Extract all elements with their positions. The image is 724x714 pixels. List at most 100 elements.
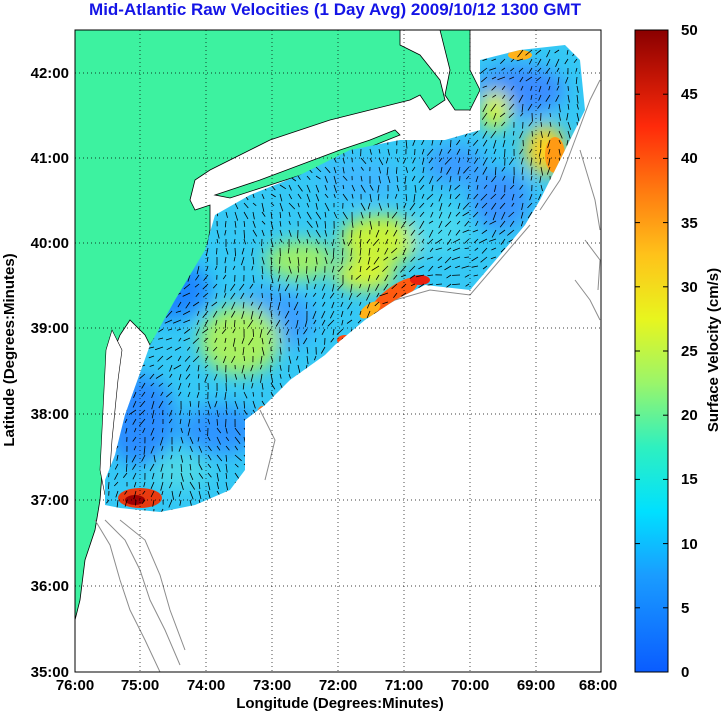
velocity-vector: [520, 112, 524, 117]
velocity-vector: [358, 256, 362, 264]
velocity-vector: [546, 166, 551, 175]
velocity-vector: [297, 346, 300, 352]
velocity-vector: [391, 283, 398, 290]
velocity-vector: [284, 283, 290, 292]
velocity-vector: [504, 148, 506, 158]
velocity-vector: [324, 202, 330, 212]
velocity-vector: [342, 166, 345, 174]
velocity-vector: [241, 247, 245, 255]
velocity-vector: [567, 121, 572, 130]
velocity-vector: [463, 166, 470, 174]
velocity-vector: [566, 139, 569, 146]
velocity-vector: [539, 175, 542, 184]
velocity-vector: [184, 328, 191, 334]
velocity-vector: [249, 283, 254, 289]
velocity-vector: [125, 463, 128, 472]
velocity-vector: [360, 202, 366, 211]
velocity-vector: [315, 238, 320, 245]
velocity-vector: [288, 355, 292, 364]
x-tick-label: 69:00: [517, 677, 555, 694]
velocity-vector: [342, 175, 348, 181]
velocity-vector: [462, 202, 470, 210]
velocity-vector: [467, 139, 470, 145]
velocity-vector: [224, 319, 227, 329]
velocity-vector: [196, 391, 200, 398]
velocity-vector: [350, 310, 353, 316]
velocity-vector: [195, 292, 200, 298]
velocity-vector: [139, 409, 146, 416]
velocity-vector: [332, 247, 335, 258]
velocity-vector: [347, 301, 353, 310]
velocity-vector: [224, 256, 227, 264]
velocity-vector: [531, 130, 533, 137]
velocity-vector: [439, 202, 443, 211]
velocity-vector: [279, 193, 283, 202]
velocity-vector: [400, 274, 407, 278]
velocity-vector: [483, 184, 488, 189]
velocity-vector: [155, 373, 164, 379]
velocity-vector: [546, 76, 551, 85]
velocity-vector: [360, 211, 364, 219]
velocity-vector: [232, 265, 236, 270]
velocity-vector: [377, 247, 380, 253]
velocity-vector: [440, 166, 443, 174]
velocity-vector: [360, 175, 363, 182]
velocity-vector: [252, 238, 256, 243]
velocity-vector: [373, 256, 380, 265]
long-island: [213, 129, 401, 199]
velocity-vector: [396, 175, 399, 183]
velocity-vector: [306, 184, 311, 193]
velocity-vector: [252, 391, 254, 397]
velocity-vector: [429, 175, 434, 184]
velocity-vector: [324, 193, 329, 199]
velocity-vector: [341, 256, 344, 265]
velocity-vector: [324, 247, 328, 256]
velocity-vector: [261, 220, 266, 225]
velocity-vector: [297, 211, 301, 219]
velocity-vector: [161, 427, 164, 433]
velocity-vector: [216, 436, 221, 445]
velocity-vector: [216, 490, 220, 495]
velocity-vector: [482, 58, 488, 61]
velocity-vector: [234, 436, 241, 444]
velocity-vector: [306, 229, 311, 238]
velocity-vector: [499, 202, 506, 209]
velocity-vector: [189, 463, 192, 471]
velocity-vector: [393, 292, 398, 298]
velocity-vector: [511, 202, 515, 207]
velocity-vector: [128, 409, 137, 415]
velocity-vector: [468, 184, 470, 190]
velocity-vector: [426, 256, 434, 260]
velocity-vector: [279, 229, 283, 236]
velocity-vector: [216, 418, 218, 426]
velocity-vector: [216, 454, 223, 462]
velocity-vector: [315, 220, 319, 228]
velocity-vector: [467, 193, 470, 200]
velocity-vector: [252, 328, 254, 337]
velocity-vector: [530, 166, 533, 175]
velocity-vector: [439, 139, 443, 146]
velocity-vector: [500, 58, 506, 64]
velocity-vector: [545, 67, 551, 75]
velocity-vector: [558, 148, 561, 156]
velocity-vector: [297, 337, 300, 346]
velocity-vector: [198, 445, 203, 453]
velocity-vector: [213, 346, 218, 352]
velocity-vector: [322, 292, 326, 300]
velocity-vector: [549, 121, 552, 127]
velocity-vector: [174, 346, 182, 351]
velocity-vector: [196, 265, 200, 275]
velocity-vector: [491, 76, 497, 80]
velocity-vector: [431, 184, 434, 192]
velocity-vector: [108, 481, 110, 490]
velocity-vector: [132, 472, 137, 480]
velocity-vector: [409, 202, 416, 211]
velocity-vector: [173, 364, 182, 370]
velocity-vector: [321, 319, 326, 326]
velocity-vector: [233, 256, 236, 262]
velocity-vector: [212, 310, 218, 318]
velocity-vector: [393, 265, 398, 272]
velocity-vector: [139, 373, 146, 379]
velocity-vector: [288, 265, 292, 274]
